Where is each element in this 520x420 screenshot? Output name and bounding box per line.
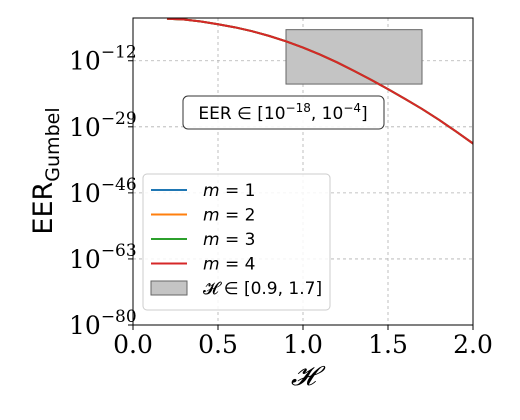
legend-entry: m = 2: [151, 206, 255, 226]
legend-patch-swatch: [150, 280, 188, 296]
legend: m = 1 m = 2 m = 3 m = 4 𝓗 ∈ [0.9, 1.7]: [142, 173, 331, 311]
x-axis-label: 𝓗: [291, 361, 326, 392]
y-axis-ticks: 10−80 10−63 10−46 10−29 10−12: [69, 43, 137, 340]
series-line-m4: [166, 18, 473, 145]
x-tick-label: 0.0: [113, 330, 153, 359]
annotation-exp2: −4: [343, 101, 361, 115]
y-tick-label: 10−29: [69, 109, 137, 142]
legend-entry: m = 1: [151, 181, 255, 201]
x-tick-label: 2.0: [453, 330, 493, 359]
legend-label: m = 2: [203, 206, 255, 226]
series-lines: [166, 18, 473, 145]
legend-entry: m = 3: [151, 230, 255, 250]
x-axis-ticks: 0.0 0.5 1.0 1.5 2.0: [113, 325, 493, 359]
annotation-suffix: ]: [361, 104, 368, 124]
x-tick-label: 0.5: [198, 330, 238, 359]
shaded-region-rect: [285, 29, 423, 85]
annotation-frame: [182, 95, 385, 130]
annotation-text: EER ∈ [10−18, 10−4]: [198, 101, 367, 124]
shaded-region: [285, 29, 423, 85]
x-tick-label: 1.0: [283, 330, 323, 359]
y-axis-label: EERGumbel: [28, 107, 64, 234]
y-axis-label-main: EER: [28, 182, 59, 235]
legend-entry: 𝓗 ∈ [0.9, 1.7]: [150, 279, 322, 299]
y-axis-label-sub: Gumbel: [42, 107, 64, 181]
legend-label: 𝓗 ∈ [0.9, 1.7]: [203, 279, 322, 299]
legend-label: m = 3: [203, 230, 255, 250]
annotation-box: EER ∈ [10−18, 10−4]: [182, 95, 385, 130]
y-tick-label: 10−63: [69, 241, 137, 274]
legend-label: m = 4: [203, 255, 255, 275]
legend-entry: m = 4: [151, 255, 255, 275]
legend-label: m = 1: [203, 181, 255, 201]
y-tick-label: 10−80: [69, 307, 137, 340]
y-tick-label: 10−12: [69, 43, 137, 76]
legend-frame: [142, 173, 331, 311]
y-tick-label: 10−46: [69, 175, 137, 208]
annotation-middle: , 10: [311, 104, 343, 124]
annotation-prefix: EER ∈ [10: [198, 104, 285, 124]
annotation-exp1: −18: [286, 101, 311, 115]
x-tick-label: 1.5: [368, 330, 408, 359]
